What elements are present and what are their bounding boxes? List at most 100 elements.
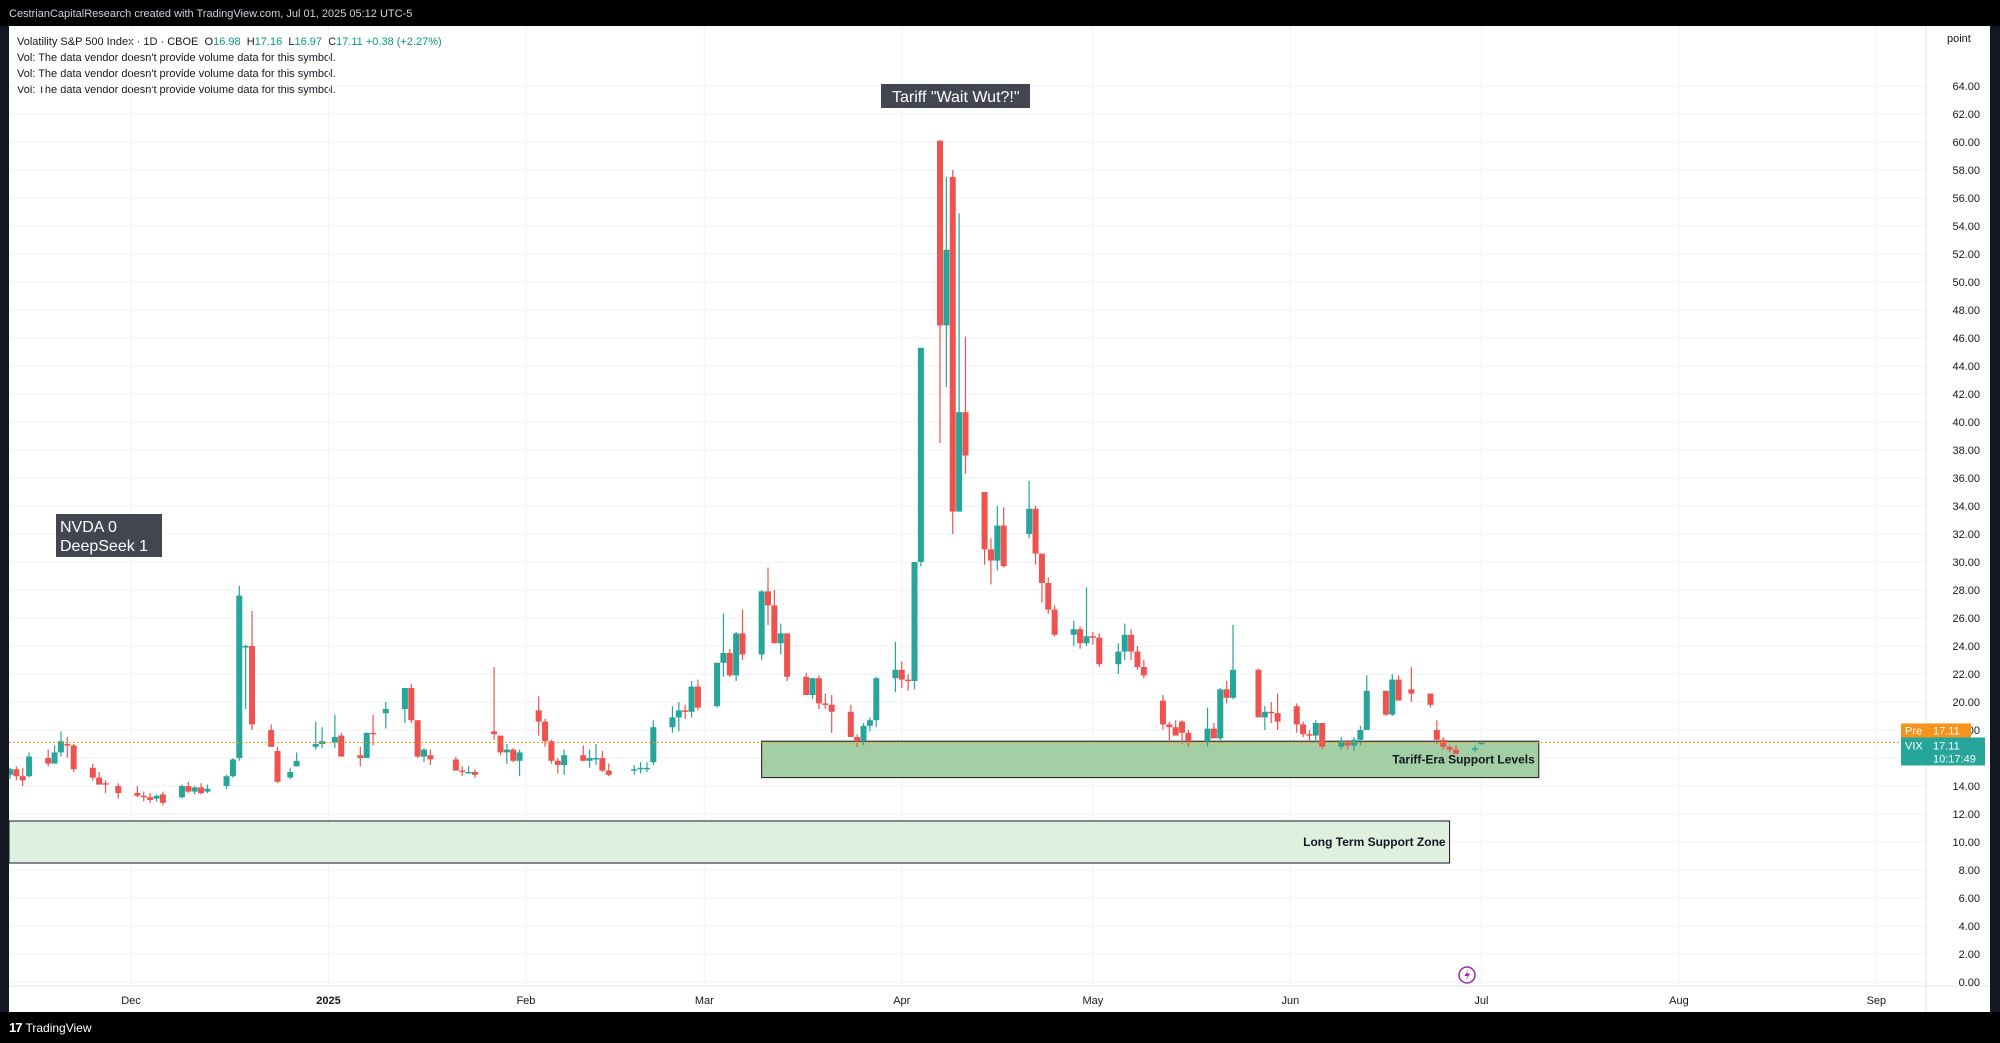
candle[interactable] [643,762,650,772]
candle[interactable] [892,641,899,693]
candle[interactable] [994,506,1001,571]
candle[interactable] [57,731,64,757]
candle[interactable] [1223,681,1230,704]
candle[interactable] [236,585,243,761]
candle[interactable] [1472,745,1479,753]
candle[interactable] [631,765,638,775]
candle[interactable] [854,734,861,747]
candle[interactable] [815,675,822,709]
candle[interactable] [242,644,249,709]
candle[interactable] [1089,632,1096,645]
candle[interactable] [911,562,918,690]
symbol-name[interactable]: Volatility S&P 500 Index · 1D · CBOE [17,36,199,48]
candle[interactable] [357,746,364,767]
candle[interactable] [669,706,676,733]
candle[interactable] [51,745,58,764]
candle[interactable] [510,748,517,763]
candle[interactable] [981,492,988,565]
candle[interactable] [1159,695,1166,730]
candle[interactable] [1032,506,1039,565]
candle[interactable] [1045,577,1052,614]
candle[interactable] [370,714,377,746]
candle[interactable] [688,681,695,718]
candle[interactable] [771,590,778,644]
candle[interactable] [548,739,555,764]
candle[interactable] [414,720,421,758]
candle[interactable] [535,696,542,736]
candle[interactable] [1433,720,1440,744]
candle[interactable] [1070,620,1077,646]
candle[interactable] [363,732,370,758]
candle[interactable] [465,766,472,774]
candle[interactable] [140,791,147,802]
candle[interactable] [1440,737,1447,750]
candle[interactable] [223,774,230,789]
candle[interactable] [1357,725,1364,746]
candle[interactable] [866,717,873,732]
candle[interactable] [293,752,300,767]
candle[interactable] [1000,507,1007,568]
tariff-callout[interactable]: Tariff "Wait Wut?!" [881,84,1030,108]
candle[interactable] [1312,720,1319,743]
candle[interactable] [586,749,593,768]
candle[interactable] [898,661,905,688]
candle[interactable] [1128,629,1135,660]
candle[interactable] [115,783,122,799]
candle[interactable] [765,567,771,625]
candle[interactable] [599,751,606,772]
candle[interactable] [147,793,154,803]
candle[interactable] [1395,675,1402,701]
candle[interactable] [1140,660,1147,679]
time-axis[interactable]: Dec 2025 Feb Mar Apr May Jun Jul Aug Sep [121,995,1886,1007]
candle[interactable] [497,735,504,756]
candle[interactable] [860,723,867,746]
candle[interactable] [427,749,434,765]
candle[interactable] [714,662,721,708]
candle[interactable] [1363,675,1370,730]
candle[interactable] [1115,643,1122,674]
candle[interactable] [1274,693,1281,730]
candle[interactable] [1382,690,1389,716]
candle[interactable] [1096,633,1103,667]
candlestick-chart[interactable]: Tariff-Era Support Levels Long Term Suppo… [9,26,1990,1012]
candle[interactable] [1172,720,1179,736]
candle[interactable] [1121,623,1128,660]
candle[interactable] [682,704,689,719]
nvda-callout[interactable]: NVDA 0 DeepSeek 1 [56,514,162,557]
candle[interactable] [1083,587,1090,646]
candle[interactable] [733,632,740,681]
candle[interactable] [593,744,600,765]
candle[interactable] [803,672,810,695]
candle[interactable] [847,704,854,737]
candle[interactable] [159,791,166,806]
candle[interactable] [784,633,791,681]
candle[interactable] [1344,739,1351,750]
candle[interactable] [828,695,835,733]
candle[interactable] [822,693,829,709]
candle[interactable] [96,772,103,785]
candle[interactable] [1134,646,1141,670]
candle[interactable] [720,613,727,677]
candle[interactable] [987,538,994,585]
candle[interactable] [1026,480,1033,539]
candle[interactable] [1230,625,1237,700]
candle[interactable] [1452,745,1459,754]
candle[interactable] [605,763,612,777]
candle[interactable] [1319,723,1326,750]
candle[interactable] [873,676,880,728]
candle[interactable] [102,780,109,793]
candle[interactable] [198,783,205,795]
candle[interactable] [554,758,561,774]
support-zones[interactable]: Tariff-Era Support Levels Long Term Suppo… [9,740,1540,864]
chart-pane[interactable]: Volatility S&P 500 Index · 1D · CBOE O16… [9,26,1990,1012]
candle[interactable] [331,714,338,749]
candle[interactable] [1446,745,1453,753]
candle[interactable] [1300,721,1307,737]
candle[interactable] [19,767,26,786]
candle[interactable] [1166,721,1173,742]
candle[interactable] [89,763,96,781]
candle[interactable] [675,702,682,732]
candle[interactable] [382,702,389,729]
candle[interactable] [64,737,71,758]
candle[interactable] [134,786,141,798]
